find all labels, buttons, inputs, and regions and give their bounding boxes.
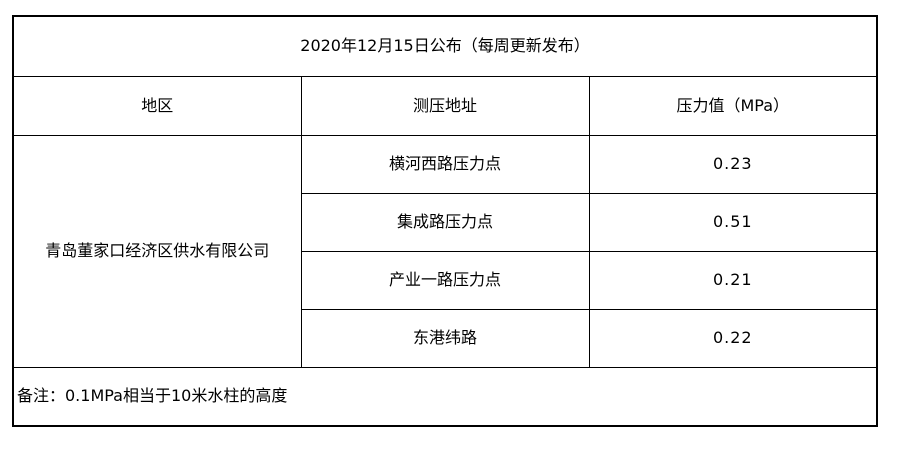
value-cell: 0.22 bbox=[588, 309, 878, 368]
note-cell: 备注：0.1MPa相当于10米水柱的高度 bbox=[12, 367, 878, 427]
table-row: 东港纬路 0.22 bbox=[13, 309, 878, 368]
header-region: 地区 bbox=[12, 76, 302, 136]
table-row: 青岛董家口经济区供水有限公司 横河西路压力点 0.23 bbox=[12, 135, 878, 368]
title-row: 2020年12月15日公布（每周更新发布） bbox=[12, 15, 878, 77]
region-cell: 青岛董家口经济区供水有限公司 bbox=[12, 135, 302, 368]
table-row: 集成路压力点 0.51 bbox=[13, 193, 878, 252]
header-address: 测压地址 bbox=[300, 76, 590, 136]
table-row: 产业一路压力点 0.21 bbox=[13, 251, 878, 310]
header-row: 地区 测压地址 压力值（MPa） bbox=[12, 76, 878, 136]
header-pressure-value: 压力值（MPa） bbox=[588, 76, 878, 136]
address-cell: 横河西路压力点 bbox=[300, 135, 590, 194]
address-cell: 东港纬路 bbox=[300, 309, 590, 368]
note-row: 备注：0.1MPa相当于10米水柱的高度 bbox=[12, 367, 878, 427]
value-cell: 0.21 bbox=[588, 251, 878, 310]
address-cell: 集成路压力点 bbox=[300, 193, 590, 252]
pressure-table: 2020年12月15日公布（每周更新发布） 地区 测压地址 压力值（MPa） 青… bbox=[12, 15, 878, 427]
address-cell: 产业一路压力点 bbox=[300, 251, 590, 310]
table-title: 2020年12月15日公布（每周更新发布） bbox=[12, 15, 878, 77]
value-cell: 0.23 bbox=[588, 135, 878, 194]
value-cell: 0.51 bbox=[588, 193, 878, 252]
